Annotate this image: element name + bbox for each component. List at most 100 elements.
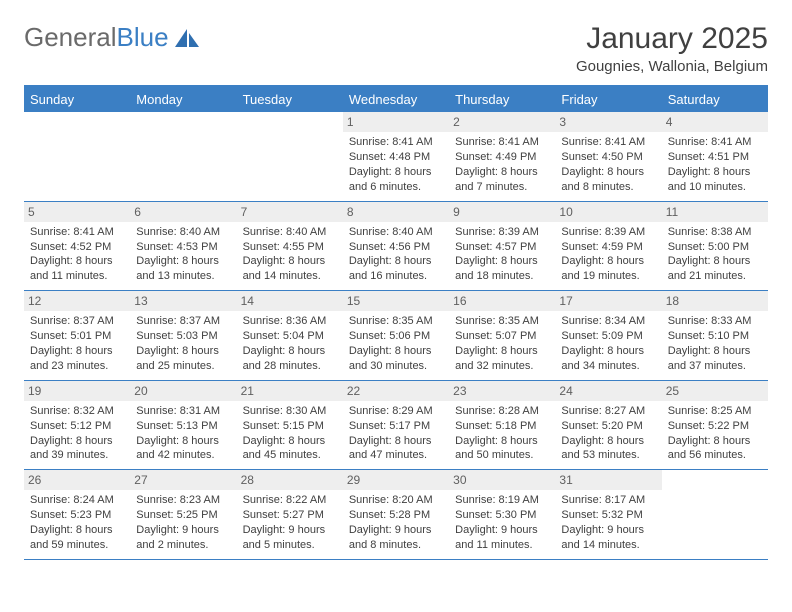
day-number: 1 xyxy=(343,112,449,132)
sunset-line: Sunset: 5:01 PM xyxy=(30,329,124,344)
sunrise-line: Sunrise: 8:24 AM xyxy=(30,493,124,508)
day-number: 15 xyxy=(343,291,449,311)
daylight-line: Daylight: 8 hours and 47 minutes. xyxy=(349,434,443,464)
calendar-cell: 30 Sunrise: 8:19 AMSunset: 5:30 PMDayligh… xyxy=(449,470,555,559)
daylight-line: Daylight: 8 hours and 39 minutes. xyxy=(30,434,124,464)
logo-sail-icon xyxy=(173,27,203,49)
day-number: 6 xyxy=(130,202,236,222)
day-number: 5 xyxy=(24,202,130,222)
sunrise-line: Sunrise: 8:19 AM xyxy=(455,493,549,508)
calendar-cell: 12Sunrise: 8:37 AMSunset: 5:01 PMDayligh… xyxy=(24,291,130,380)
calendar-cell: 18Sunrise: 8:33 AMSunset: 5:10 PMDayligh… xyxy=(662,291,768,380)
day-number: 21 xyxy=(237,381,343,401)
sunset-line: Sunset: 5:23 PM xyxy=(30,508,124,523)
sunrise-line: Sunrise: 8:28 AM xyxy=(455,404,549,419)
location: Gougnies, Wallonia, Belgium xyxy=(576,58,768,75)
daylight-line: Daylight: 8 hours and 16 minutes. xyxy=(349,254,443,284)
sunset-line: Sunset: 5:28 PM xyxy=(349,508,443,523)
calendar-cell: 11Sunrise: 8:38 AMSunset: 5:00 PMDayligh… xyxy=(662,202,768,291)
calendar-cell: 28Sunrise: 8:22 AMSunset: 5:27 PMDayligh… xyxy=(237,470,343,559)
day-number: 14 xyxy=(237,291,343,311)
sunset-line: Sunset: 4:50 PM xyxy=(561,150,655,165)
calendar-cell: 10Sunrise: 8:39 AMSunset: 4:59 PMDayligh… xyxy=(555,202,661,291)
sunset-line: Sunset: 5:25 PM xyxy=(136,508,230,523)
day-header-cell: Monday xyxy=(130,87,236,112)
day-number: 13 xyxy=(130,291,236,311)
sunrise-line: Sunrise: 8:39 AM xyxy=(455,225,549,240)
day-header-cell: Sunday xyxy=(24,87,130,112)
sunrise-line: Sunrise: 8:27 AM xyxy=(561,404,655,419)
day-number: 31 xyxy=(555,470,661,490)
day-number: 30 xyxy=(449,470,555,490)
sunset-line: Sunset: 5:32 PM xyxy=(561,508,655,523)
daylight-line: Daylight: 8 hours and 37 minutes. xyxy=(668,344,762,374)
daylight-line: Daylight: 8 hours and 34 minutes. xyxy=(561,344,655,374)
sunset-line: Sunset: 5:22 PM xyxy=(668,419,762,434)
sunset-line: Sunset: 5:10 PM xyxy=(668,329,762,344)
daylight-line: Daylight: 8 hours and 18 minutes. xyxy=(455,254,549,284)
calendar-cell: 20Sunrise: 8:31 AMSunset: 5:13 PMDayligh… xyxy=(130,381,236,470)
daylight-line: Daylight: 8 hours and 19 minutes. xyxy=(561,254,655,284)
daylight-line: Daylight: 8 hours and 50 minutes. xyxy=(455,434,549,464)
day-header-cell: Friday xyxy=(555,87,661,112)
sunset-line: Sunset: 5:12 PM xyxy=(30,419,124,434)
header: GeneralBlue January 2025 Gougnies, Wallo… xyxy=(0,0,792,81)
day-header-cell: Wednesday xyxy=(343,87,449,112)
daylight-line: Daylight: 8 hours and 45 minutes. xyxy=(243,434,337,464)
day-number: 28 xyxy=(237,470,343,490)
sunrise-line: Sunrise: 8:31 AM xyxy=(136,404,230,419)
daylight-line: Daylight: 8 hours and 42 minutes. xyxy=(136,434,230,464)
week-row: 19Sunrise: 8:32 AMSunset: 5:12 PMDayligh… xyxy=(24,381,768,471)
daylight-line: Daylight: 8 hours and 53 minutes. xyxy=(561,434,655,464)
calendar-cell: 7Sunrise: 8:40 AMSunset: 4:55 PMDaylight… xyxy=(237,202,343,291)
day-number: 23 xyxy=(449,381,555,401)
calendar-cell: 1Sunrise: 8:41 AMSunset: 4:48 PMDaylight… xyxy=(343,112,449,201)
daylight-line: Daylight: 8 hours and 25 minutes. xyxy=(136,344,230,374)
calendar-cell: 14Sunrise: 8:36 AMSunset: 5:04 PMDayligh… xyxy=(237,291,343,380)
day-number: 22 xyxy=(343,381,449,401)
sunrise-line: Sunrise: 8:30 AM xyxy=(243,404,337,419)
week-row: 12Sunrise: 8:37 AMSunset: 5:01 PMDayligh… xyxy=(24,291,768,381)
calendar-cell: 5Sunrise: 8:41 AMSunset: 4:52 PMDaylight… xyxy=(24,202,130,291)
sunrise-line: Sunrise: 8:33 AM xyxy=(668,314,762,329)
daylight-line: Daylight: 8 hours and 23 minutes. xyxy=(30,344,124,374)
logo: GeneralBlue xyxy=(24,22,203,53)
sunset-line: Sunset: 5:30 PM xyxy=(455,508,549,523)
sunset-line: Sunset: 5:09 PM xyxy=(561,329,655,344)
sunrise-line: Sunrise: 8:23 AM xyxy=(136,493,230,508)
sunset-line: Sunset: 5:15 PM xyxy=(243,419,337,434)
daylight-line: Daylight: 8 hours and 14 minutes. xyxy=(243,254,337,284)
sunset-line: Sunset: 4:51 PM xyxy=(668,150,762,165)
day-number: 19 xyxy=(24,381,130,401)
daylight-line: Daylight: 8 hours and 8 minutes. xyxy=(561,165,655,195)
week-row: 1Sunrise: 8:41 AMSunset: 4:48 PMDaylight… xyxy=(24,112,768,202)
calendar-cell: 6Sunrise: 8:40 AMSunset: 4:53 PMDaylight… xyxy=(130,202,236,291)
sunset-line: Sunset: 4:56 PM xyxy=(349,240,443,255)
day-number: 17 xyxy=(555,291,661,311)
calendar-cell: 27Sunrise: 8:23 AMSunset: 5:25 PMDayligh… xyxy=(130,470,236,559)
sunset-line: Sunset: 5:13 PM xyxy=(136,419,230,434)
sunset-line: Sunset: 5:27 PM xyxy=(243,508,337,523)
sunrise-line: Sunrise: 8:17 AM xyxy=(561,493,655,508)
sunrise-line: Sunrise: 8:41 AM xyxy=(561,135,655,150)
calendar-cell xyxy=(130,112,236,201)
sunrise-line: Sunrise: 8:25 AM xyxy=(668,404,762,419)
calendar-cell: 2Sunrise: 8:41 AMSunset: 4:49 PMDaylight… xyxy=(449,112,555,201)
sunrise-line: Sunrise: 8:41 AM xyxy=(349,135,443,150)
calendar-cell: 13Sunrise: 8:37 AMSunset: 5:03 PMDayligh… xyxy=(130,291,236,380)
week-row: 26Sunrise: 8:24 AMSunset: 5:23 PMDayligh… xyxy=(24,470,768,560)
daylight-line: Daylight: 8 hours and 30 minutes. xyxy=(349,344,443,374)
daylight-line: Daylight: 8 hours and 21 minutes. xyxy=(668,254,762,284)
day-number: 11 xyxy=(662,202,768,222)
daylight-line: Daylight: 8 hours and 56 minutes. xyxy=(668,434,762,464)
sunrise-line: Sunrise: 8:35 AM xyxy=(455,314,549,329)
daylight-line: Daylight: 9 hours and 11 minutes. xyxy=(455,523,549,553)
title-block: January 2025 Gougnies, Wallonia, Belgium xyxy=(576,22,768,75)
sunset-line: Sunset: 4:57 PM xyxy=(455,240,549,255)
sunset-line: Sunset: 5:18 PM xyxy=(455,419,549,434)
day-number: 29 xyxy=(343,470,449,490)
calendar-cell: 9Sunrise: 8:39 AMSunset: 4:57 PMDaylight… xyxy=(449,202,555,291)
calendar-cell: 23 Sunrise: 8:28 AMSunset: 5:18 PMDayligh… xyxy=(449,381,555,470)
sunrise-line: Sunrise: 8:39 AM xyxy=(561,225,655,240)
calendar-cell xyxy=(237,112,343,201)
